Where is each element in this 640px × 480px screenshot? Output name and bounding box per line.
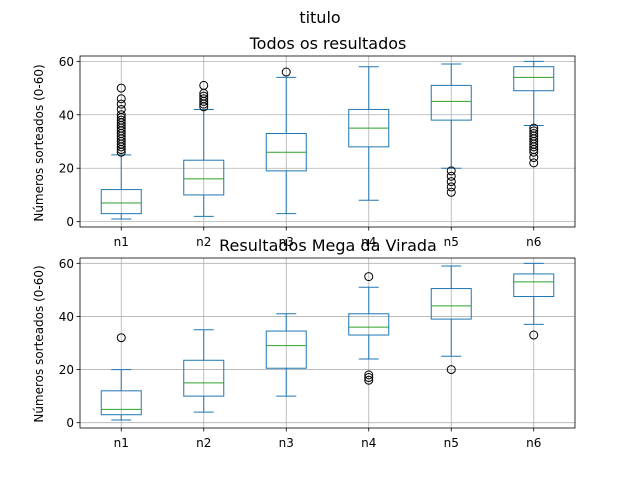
y-axis-label: Números sorteados (0-60) xyxy=(32,64,46,221)
outlier-point xyxy=(199,91,209,101)
outlier-point xyxy=(364,272,374,282)
outlier-point xyxy=(529,158,539,168)
box-n6 xyxy=(513,60,555,168)
subplot-title: Todos os resultados xyxy=(249,34,407,53)
outlier-point xyxy=(529,330,539,340)
box-n2 xyxy=(183,80,225,217)
outlier-point xyxy=(446,182,456,192)
outlier-point xyxy=(116,110,126,120)
outlier-point xyxy=(529,128,539,138)
y-tick-label: 0 xyxy=(66,215,74,229)
outlier-point xyxy=(116,104,126,114)
subplot-all-results: 0 20 40 60 n1 n2 n3 n4 n5 n6 Todos os resultados… xyxy=(32,34,576,249)
outlier-point xyxy=(364,375,374,385)
subplot-title: Resultados Mega da Virada xyxy=(219,236,437,255)
x-tick-label: n1 xyxy=(114,235,129,249)
outlier-point xyxy=(199,80,209,90)
outlier-point xyxy=(199,94,209,104)
y-tick-label: 40 xyxy=(59,310,74,324)
outlier-point xyxy=(446,166,456,176)
box-n3 xyxy=(265,313,307,397)
outlier-point xyxy=(116,333,126,343)
x-tick-label: n6 xyxy=(526,436,541,450)
outlier-point xyxy=(281,67,291,77)
box-n3 xyxy=(265,67,307,215)
outlier-point xyxy=(446,171,456,181)
box-iqr xyxy=(430,84,472,121)
x-tick-label: n4 xyxy=(361,235,376,249)
x-tick-label: n4 xyxy=(361,436,376,450)
box-n5 xyxy=(430,265,472,375)
outlier-point xyxy=(116,115,126,125)
box-iqr xyxy=(100,189,142,215)
outlier-point xyxy=(364,370,374,380)
box-n1 xyxy=(100,83,142,220)
x-tick-label: n2 xyxy=(196,235,211,249)
axes-frame xyxy=(79,257,576,429)
box-iqr xyxy=(513,273,555,298)
y-tick-label: 40 xyxy=(59,108,74,122)
x-tick-label: n3 xyxy=(279,436,294,450)
y-tick-label: 0 xyxy=(66,416,74,430)
boxplots xyxy=(100,60,555,220)
box-iqr xyxy=(430,288,472,320)
box-n4 xyxy=(348,272,390,385)
x-tick-label: n2 xyxy=(196,436,211,450)
x-ticks: n1 n2 n3 n4 n5 n6 xyxy=(114,227,541,249)
axes-frame xyxy=(79,55,576,228)
box-iqr xyxy=(183,159,225,196)
y-tick-label: 20 xyxy=(59,363,74,377)
outlier-point xyxy=(116,99,126,109)
x-tick-label: n3 xyxy=(279,235,294,249)
y-tick-label: 60 xyxy=(59,55,74,69)
box-n5 xyxy=(430,63,472,197)
figure-suptitle: titulo xyxy=(299,8,340,27)
y-tick-label: 20 xyxy=(59,162,74,176)
x-tick-label: n1 xyxy=(114,436,129,450)
subplot-mega-da-virada: 0 20 40 60 n1 n2 n3 n4 n5 n6 Resultados Mega da … xyxy=(32,236,576,450)
box-iqr xyxy=(513,66,555,92)
outlier-point xyxy=(116,83,126,93)
outlier-point xyxy=(116,94,126,104)
box-n1 xyxy=(100,333,142,421)
outlier-point xyxy=(446,177,456,187)
outlier-point xyxy=(529,126,539,136)
outlier-point xyxy=(446,187,456,197)
boxplots xyxy=(100,262,555,421)
box-iqr xyxy=(100,390,142,416)
outlier-point xyxy=(529,123,539,133)
y-ticks: 0 20 40 60 xyxy=(59,257,80,430)
x-tick-label: n5 xyxy=(444,436,459,450)
box-n4 xyxy=(348,66,390,201)
y-axis-label: Números sorteados (0-60) xyxy=(32,265,46,422)
box-n2 xyxy=(183,329,225,413)
x-ticks: n1 n2 n3 n4 n5 n6 xyxy=(114,428,541,450)
outlier-point xyxy=(446,365,456,375)
x-tick-label: n6 xyxy=(526,235,541,249)
y-tick-label: 60 xyxy=(59,257,74,271)
x-tick-label: n5 xyxy=(444,235,459,249)
outlier-point xyxy=(364,373,374,383)
y-ticks: 0 20 40 60 xyxy=(59,55,80,229)
box-iqr xyxy=(348,313,390,336)
box-n6 xyxy=(513,262,555,340)
box-iqr xyxy=(183,359,225,397)
box-iqr xyxy=(265,330,307,369)
